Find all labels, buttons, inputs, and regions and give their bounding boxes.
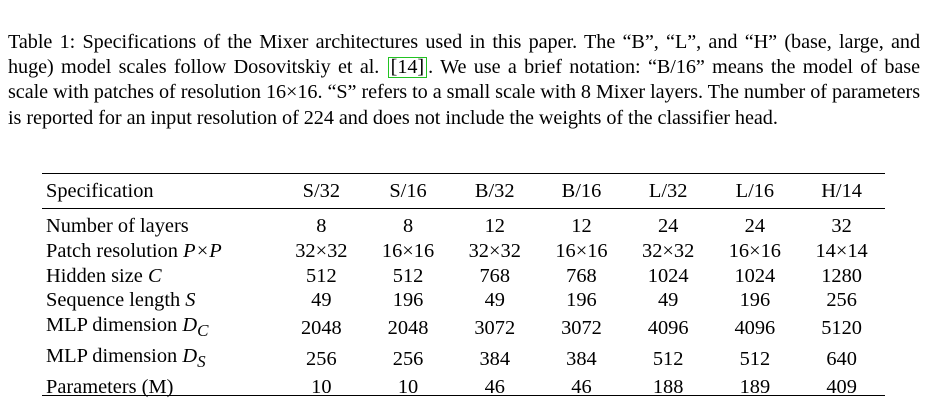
table-cell: 8 (402, 215, 414, 237)
table-cell: 8 (316, 215, 327, 237)
table-cell: 196 (739, 289, 771, 312)
row-math-subscript: C (197, 321, 209, 341)
table-cell: 3072 (561, 317, 602, 340)
specifications-table: Specification S/32 S/16 B/32 B/16 L/32 L/16 H/… (42, 175, 885, 400)
table-cell: 1280 (821, 264, 862, 287)
table-cell: 46 (484, 375, 505, 398)
table-cell: 46 (571, 375, 592, 398)
row-label: Hidden size C (42, 264, 278, 289)
table-row: Sequence length S 49 196 49 196 49 196 256 (42, 288, 885, 313)
table-cell: 384 (479, 348, 511, 371)
table-top-rule (42, 173, 885, 174)
row-label: MLP dimension DC (42, 313, 278, 344)
table-cell: 196 (392, 289, 424, 312)
table-cell: 4096 (734, 317, 776, 340)
row-label-text: Sequence length (46, 289, 186, 312)
table-cell: 32×32 (642, 239, 695, 262)
citation-link[interactable]: [14] (387, 57, 428, 79)
table-cell: 24 (657, 215, 679, 237)
row-math-symbol: C (147, 264, 162, 287)
table-cell: 16×16 (555, 239, 608, 262)
row-math-subscript: S (197, 352, 206, 372)
table-cell: 1024 (647, 264, 689, 287)
table-cell: 2048 (387, 317, 429, 340)
row-math-symbol: S (185, 289, 196, 312)
row-label: Number of layers (42, 210, 278, 239)
table-cell: 16×16 (381, 239, 435, 262)
table-row: Patch resolution P×P 32×32 16×16 32×32 16×16… (42, 239, 885, 264)
table-cell: 196 (566, 289, 597, 312)
table-cell: 768 (566, 264, 597, 287)
table-cell: 640 (826, 348, 857, 371)
header-column: L/32 (648, 180, 688, 202)
table-cell: 16×16 (728, 239, 781, 262)
table-cell: 10 (397, 375, 419, 398)
header-specification: Specification (46, 180, 154, 202)
table-row: Parameters (M) 10 10 46 46 188 189 409 (42, 375, 885, 400)
table-cell: 409 (826, 375, 857, 398)
row-math-symbol: D (182, 345, 198, 368)
table-cell: 49 (311, 289, 332, 312)
table-cell: 10 (311, 375, 332, 398)
table-cell: 2048 (300, 317, 342, 340)
table-cell: 49 (484, 289, 505, 312)
row-label-text: Parameters (M) (46, 375, 174, 398)
header-column: H/14 (821, 180, 862, 202)
header-row: Specification S/32 S/16 B/32 B/16 L/32 L/16 H/… (42, 175, 885, 210)
header-column: S/32 (302, 180, 341, 202)
table-header-rule (42, 208, 885, 209)
table-cell: 768 (479, 264, 511, 287)
table-header: Specification S/32 S/16 B/32 B/16 L/32 L/16 H/… (42, 175, 885, 210)
table-cell: 384 (566, 348, 597, 371)
table-row: Hidden size C 512 512 768 768 1024 1024 1280 (42, 264, 885, 289)
caption-text-part1: Table 1: Specifications of the Mixer arc… (8, 31, 920, 79)
row-label-text: Number of layers (46, 215, 189, 237)
table-row: MLP dimension DC 2048 2048 3072 3072 4096 4096… (42, 313, 885, 344)
table-cell: 4096 (647, 317, 689, 340)
row-label-text: Hidden size (46, 264, 148, 287)
row-label-text: Patch resolution (46, 239, 184, 262)
row-math-symbol: D (182, 314, 198, 337)
header-column: B/32 (474, 180, 515, 202)
table-body: Number of layers 8 8 12 12 24 24 32 Patch resolu… (42, 210, 885, 400)
row-label: Patch resolution P×P (42, 239, 278, 264)
row-label: MLP dimension DS (42, 344, 278, 375)
table-cell: 189 (739, 375, 771, 398)
header-column: S/16 (389, 180, 427, 202)
table-cell: 24 (744, 215, 766, 237)
table-cell: 5120 (821, 317, 862, 340)
table-cell: 512 (652, 348, 684, 371)
table-cell: 49 (657, 289, 679, 312)
row-label-text: MLP dimension (46, 314, 183, 337)
row-label: Parameters (M) (42, 375, 278, 400)
table-caption: Table 1: Specifications of the Mixer arc… (8, 30, 920, 131)
table-row: MLP dimension DS 256 256 384 384 512 512 640 (42, 344, 885, 375)
table-cell: 188 (652, 375, 684, 398)
row-label-text: MLP dimension (46, 345, 183, 368)
row-label: Sequence length S (42, 288, 278, 313)
table-cell: 256 (392, 348, 424, 371)
header-column: B/16 (561, 180, 602, 202)
table-row: Number of layers 8 8 12 12 24 24 32 (42, 210, 885, 239)
table-cell: 1024 (734, 264, 776, 287)
table-cell: 14×14 (815, 239, 868, 262)
table-cell: 32 (831, 215, 852, 237)
caption-text-part2: . We use a brief notation: “B/16” means … (8, 56, 921, 129)
row-math-symbol: P×P (183, 239, 222, 262)
table-cell: 32×32 (468, 239, 521, 262)
table-cell: 12 (571, 215, 592, 237)
table-cell: 512 (739, 348, 771, 371)
table-cell: 512 (392, 264, 424, 287)
table-cell: 256 (826, 289, 857, 312)
table-cell: 3072 (474, 317, 516, 340)
table-cell: 32×32 (295, 239, 348, 262)
table-cell: 256 (306, 348, 337, 371)
header-column: L/16 (735, 180, 775, 202)
table-cell: 512 (306, 264, 337, 287)
table-cell: 12 (484, 215, 505, 237)
table-bottom-rule (42, 395, 885, 396)
